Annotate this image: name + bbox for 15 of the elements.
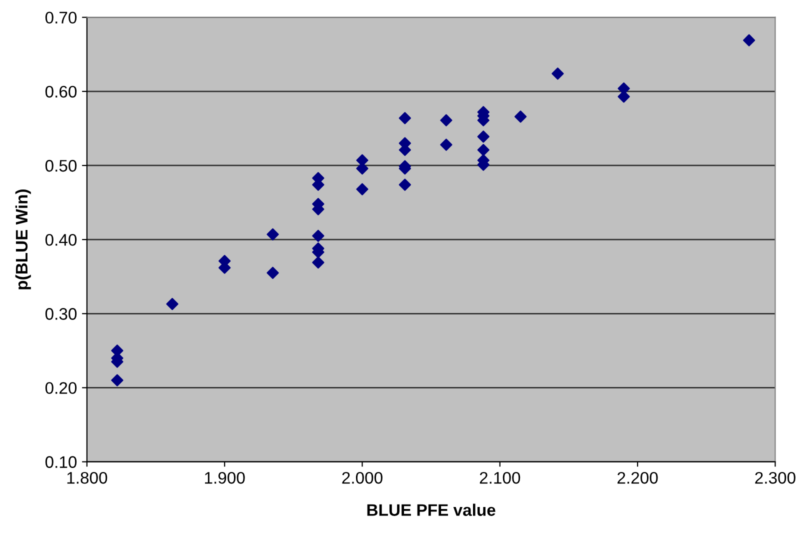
- y-tick-label: 0.30: [45, 308, 77, 320]
- y-tick-label: 0.60: [45, 86, 77, 98]
- x-tick-label: 2.000: [342, 472, 382, 484]
- x-tick-label: 2.100: [480, 472, 520, 484]
- y-tick-label: 0.10: [45, 456, 77, 468]
- y-tick-label: 0.70: [45, 12, 77, 24]
- y-tick-label: 0.50: [45, 160, 77, 172]
- y-tick-label: 0.20: [45, 382, 77, 394]
- x-tick-label: 2.300: [755, 472, 796, 484]
- y-tick-label: 0.40: [45, 234, 77, 246]
- x-axis-title: BLUE PFE value: [367, 504, 496, 516]
- x-tick-label: 1.800: [67, 472, 108, 484]
- y-axis-title: p(BLUE Win): [15, 190, 31, 290]
- x-tick-label: 1.900: [205, 472, 245, 484]
- x-tick-label: 2.200: [618, 472, 658, 484]
